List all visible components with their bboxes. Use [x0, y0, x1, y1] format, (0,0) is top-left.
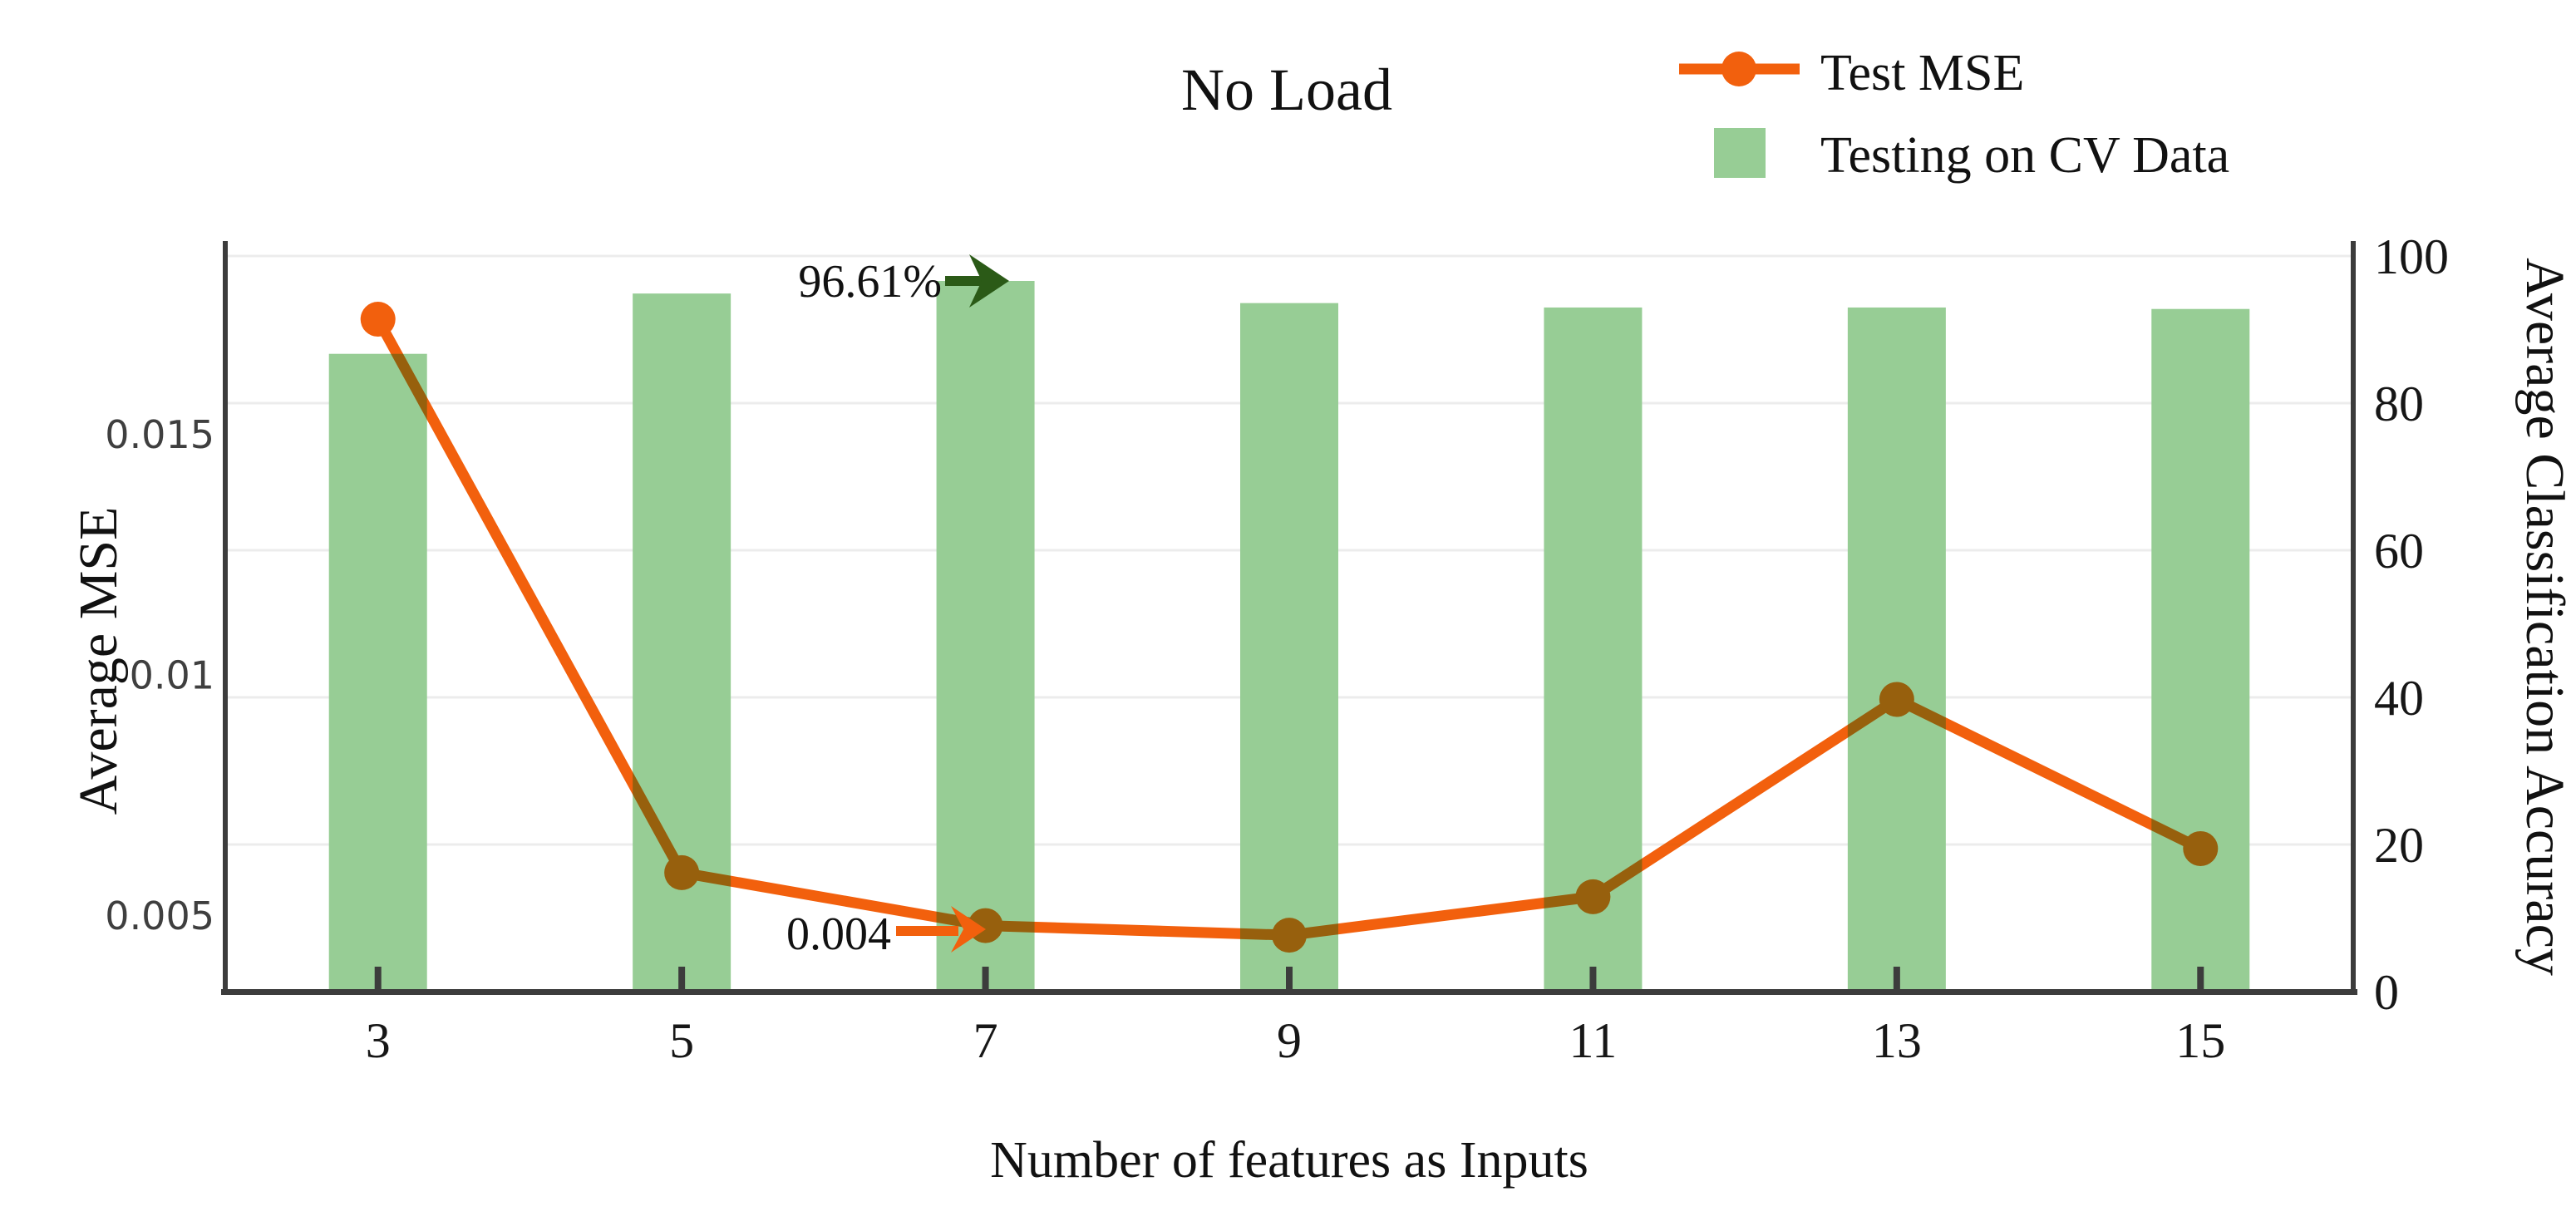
left-tick-label: 0.015	[105, 412, 214, 457]
bottom-axis-spine	[221, 989, 2357, 995]
right-tick-label: 100	[2374, 229, 2449, 284]
left-tick-label: 0.005	[105, 894, 214, 938]
bar	[328, 353, 427, 992]
data-point-marker	[1575, 879, 1611, 914]
x-tick	[2197, 967, 2204, 990]
dot-marker-icon	[1721, 52, 1756, 86]
right-tick-label: 0	[2374, 965, 2399, 1020]
x-tick-label: 15	[2175, 1013, 2225, 1068]
x-tick-label: 13	[1872, 1013, 1922, 1068]
x-tick	[1589, 967, 1597, 990]
data-point-marker	[2183, 830, 2219, 866]
axes-spines	[221, 241, 2357, 995]
legend-label: Test MSE	[1820, 45, 2024, 101]
x-tick	[1286, 967, 1293, 990]
annotation-accuracy: 96.61%	[798, 254, 1009, 308]
bar	[2151, 308, 2250, 992]
right-tick-label: 60	[2374, 524, 2424, 579]
right-tick-label: 80	[2374, 377, 2424, 431]
x-tick	[1893, 967, 1900, 990]
bar	[1240, 303, 1338, 992]
x-axis-title: Number of features as Inputs	[990, 1132, 1588, 1189]
data-point-marker	[1272, 918, 1307, 953]
bar-series	[328, 281, 2250, 992]
left-axis-spine	[223, 241, 228, 992]
legend-item-test-mse: Test MSE	[1679, 45, 2024, 101]
x-tick-label: 3	[366, 1013, 391, 1068]
annotation-text: 96.61%	[798, 256, 942, 308]
right-axis-spine	[2351, 241, 2356, 992]
arrowhead-icon	[951, 906, 986, 953]
axis-ticks-and-labels: 3 5 7 9 11 13 15 0.005 0.01 0.015 0 20 40 60 80 100	[105, 229, 2449, 1068]
data-point-marker	[1879, 682, 1914, 717]
annotation-text: 0.004	[786, 908, 891, 960]
x-tick-label: 5	[669, 1013, 694, 1068]
x-tick-label: 11	[1569, 1013, 1618, 1068]
right-tick-label: 40	[2374, 671, 2424, 726]
data-point-marker	[664, 854, 700, 890]
bar	[936, 281, 1035, 992]
left-axis-title: Average MSE	[68, 507, 129, 815]
arrowhead-icon	[969, 254, 1009, 308]
x-tick-label: 9	[1277, 1013, 1302, 1068]
legend: Test MSE Testing on CV Data	[1679, 45, 2229, 184]
line-series	[360, 302, 2219, 953]
x-tick	[374, 967, 382, 990]
left-tick-label: 0.01	[130, 653, 214, 698]
bar	[1847, 307, 1946, 992]
x-tick	[982, 967, 989, 990]
legend-item-testing-cv: Testing on CV Data	[1714, 127, 2229, 184]
annotation-mse: 0.004	[786, 906, 986, 960]
bar-swatch-icon	[1714, 128, 1766, 178]
chart-title: No Load	[1181, 57, 1392, 123]
data-point-marker	[360, 302, 396, 337]
legend-label: Testing on CV Data	[1820, 127, 2229, 184]
right-tick-label: 20	[2374, 818, 2424, 873]
right-axis-title: Average Classification Accuracy	[2514, 258, 2575, 976]
x-tick	[678, 967, 686, 990]
x-tick-label: 7	[973, 1013, 998, 1068]
